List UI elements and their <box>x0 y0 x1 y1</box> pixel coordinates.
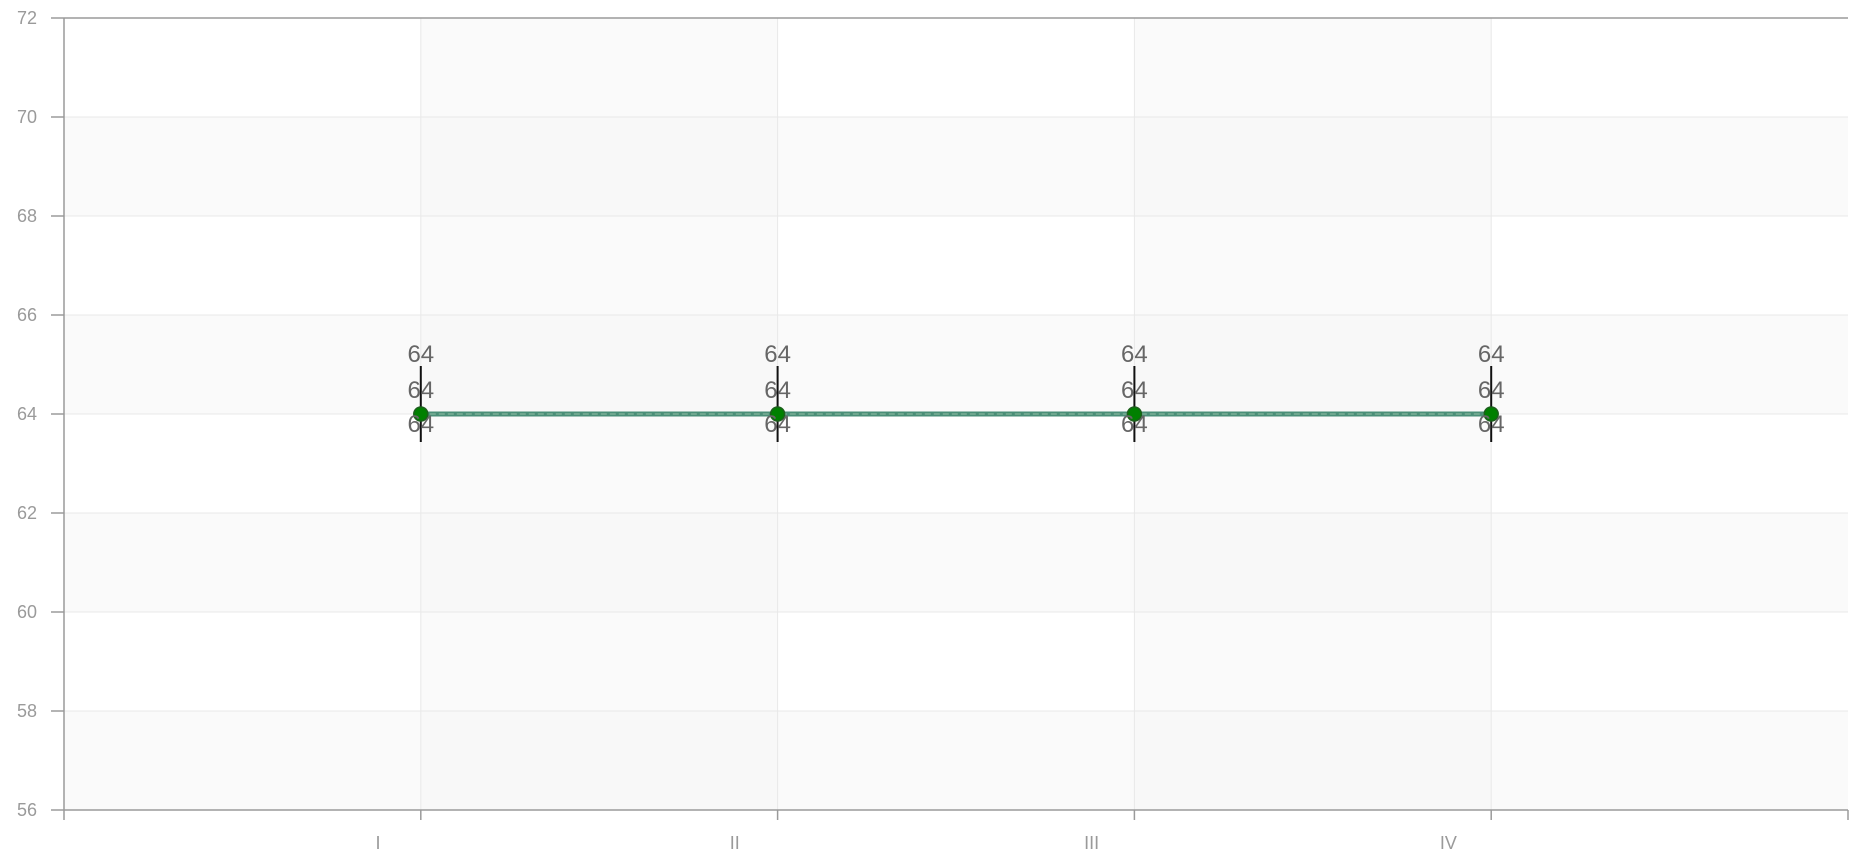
data-label: 64 <box>764 377 791 404</box>
horizontal-band <box>64 315 1848 414</box>
horizontal-band <box>64 117 1848 216</box>
x-tick-label: III <box>1084 833 1099 853</box>
horizontal-band <box>64 216 1848 315</box>
data-point <box>1126 406 1143 422</box>
series-group <box>413 366 1499 442</box>
data-labels: 64 64 64 64 64 64 64 64 64 64 64 64 <box>407 341 1504 438</box>
data-label: 64 <box>407 341 434 368</box>
y-tick-label: 68 <box>17 206 37 226</box>
y-tick-label: 70 <box>17 107 37 127</box>
data-label: 64 <box>1478 377 1505 404</box>
y-tick-label: 64 <box>17 404 37 424</box>
data-label: 64 <box>1478 411 1505 438</box>
y-tick-label: 56 <box>17 800 37 820</box>
data-point <box>413 406 429 422</box>
data-label: 64 <box>764 411 791 438</box>
horizontal-band <box>64 711 1848 810</box>
data-label: 64 <box>407 411 434 438</box>
horizontal-band <box>64 18 1848 117</box>
x-tick-label: IV <box>1440 833 1457 853</box>
data-point <box>1483 406 1499 422</box>
x-tick-label: II <box>730 833 740 853</box>
data-label: 64 <box>1121 341 1148 368</box>
data-point <box>769 406 786 422</box>
horizontal-band <box>64 612 1848 711</box>
y-tick-label: 72 <box>17 8 37 28</box>
data-label: 64 <box>1121 411 1148 438</box>
data-label: 64 <box>1121 377 1148 404</box>
y-tick-label: 58 <box>17 701 37 721</box>
data-label: 64 <box>764 341 791 368</box>
y-tick-label: 62 <box>17 503 37 523</box>
horizontal-band <box>64 414 1848 513</box>
y-tick-label: 60 <box>17 602 37 622</box>
data-label: 64 <box>1478 341 1505 368</box>
x-tick-label: I <box>375 833 380 853</box>
horizontal-band <box>64 513 1848 612</box>
data-label: 64 <box>407 377 434 404</box>
y-tick-label: 66 <box>17 305 37 325</box>
